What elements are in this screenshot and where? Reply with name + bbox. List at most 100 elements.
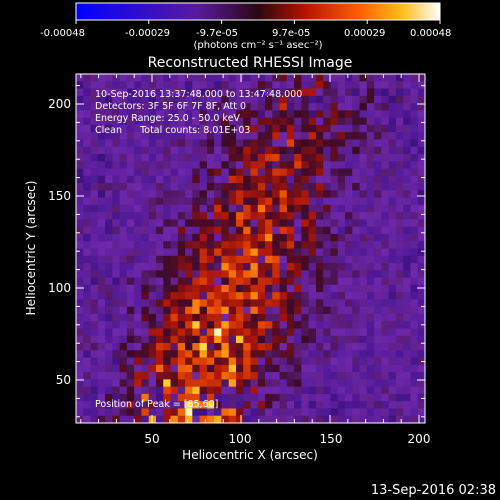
heatmap-cell bbox=[105, 110, 113, 119]
info-detectors: Detectors: 3F 5F 6F 7F 8F, Att 0 bbox=[95, 101, 246, 112]
heatmap-cell bbox=[148, 277, 157, 286]
heatmap-cell bbox=[286, 263, 295, 271]
heatmap-cell bbox=[221, 146, 230, 155]
heatmap-cell bbox=[395, 124, 404, 133]
heatmap-cell bbox=[403, 372, 411, 380]
heatmap-cell bbox=[134, 263, 142, 271]
heatmap-cell bbox=[308, 386, 317, 395]
heatmap-cell bbox=[148, 357, 157, 366]
heatmap-cell bbox=[265, 248, 273, 257]
heatmap-cell bbox=[105, 292, 113, 300]
heatmap-cell bbox=[163, 306, 171, 315]
heatmap-cell bbox=[403, 284, 411, 293]
heatmap-cell bbox=[170, 81, 179, 89]
heatmap-cell bbox=[279, 372, 288, 380]
heatmap-cell bbox=[323, 95, 331, 104]
heatmap-cell bbox=[381, 103, 390, 111]
heatmap-cell bbox=[381, 277, 390, 286]
heatmap-cell bbox=[148, 153, 157, 162]
heatmap-cell bbox=[141, 328, 150, 337]
heatmap-cell bbox=[323, 153, 331, 162]
heatmap-cell bbox=[308, 88, 317, 97]
heatmap-cell bbox=[345, 379, 353, 388]
heatmap-cell bbox=[83, 328, 91, 337]
heatmap-cell bbox=[105, 357, 113, 366]
heatmap-cell bbox=[410, 110, 419, 119]
heatmap-cell bbox=[155, 357, 164, 366]
heatmap-cell bbox=[286, 386, 295, 395]
heatmap-cell bbox=[185, 357, 193, 366]
heatmap-cell bbox=[395, 299, 404, 308]
heatmap-cell bbox=[235, 88, 244, 97]
heatmap-cell bbox=[155, 277, 164, 286]
heatmap-cell bbox=[359, 408, 368, 417]
heatmap-cell bbox=[243, 299, 251, 308]
heatmap-cell bbox=[199, 233, 208, 242]
heatmap-cell bbox=[206, 313, 215, 322]
heatmap-cell bbox=[395, 350, 404, 358]
heatmap-cell bbox=[214, 328, 222, 337]
heatmap-cell bbox=[265, 161, 273, 169]
heatmap-cell bbox=[76, 408, 84, 417]
heatmap-cell bbox=[257, 81, 266, 89]
heatmap-cell bbox=[148, 306, 157, 315]
heatmap-cell bbox=[119, 372, 128, 380]
heatmap-cell bbox=[235, 110, 244, 119]
heatmap-cell bbox=[126, 343, 135, 351]
heatmap-cell bbox=[352, 161, 360, 169]
heatmap-cell bbox=[403, 350, 411, 358]
heatmap-cell bbox=[126, 306, 135, 315]
heatmap-cell bbox=[105, 306, 113, 315]
heatmap-cell bbox=[294, 408, 302, 417]
heatmap-cell bbox=[359, 372, 368, 380]
heatmap-cell bbox=[243, 241, 251, 249]
heatmap-cell bbox=[374, 335, 382, 344]
heatmap-cell bbox=[185, 386, 193, 395]
heatmap-cell bbox=[265, 364, 273, 373]
heatmap-cell bbox=[272, 313, 280, 322]
heatmap-cell bbox=[417, 255, 425, 264]
heatmap-cell bbox=[76, 335, 84, 344]
heatmap-cell bbox=[112, 110, 121, 119]
heatmap-cell bbox=[235, 372, 244, 380]
heatmap-cell bbox=[228, 103, 237, 111]
heatmap-cell bbox=[286, 350, 295, 358]
heatmap-cell bbox=[337, 306, 346, 315]
heatmap-cell bbox=[279, 183, 288, 191]
heatmap-cell bbox=[279, 175, 288, 184]
heatmap-cell bbox=[105, 124, 113, 133]
heatmap-cell bbox=[148, 415, 157, 423]
heatmap-cell bbox=[148, 110, 157, 119]
heatmap-cell bbox=[105, 95, 113, 104]
heatmap-cell bbox=[177, 153, 186, 162]
heatmap-cell bbox=[163, 401, 171, 409]
heatmap-cell bbox=[126, 226, 135, 235]
heatmap-cell bbox=[374, 328, 382, 337]
heatmap-cell bbox=[381, 204, 390, 213]
heatmap-cell bbox=[199, 146, 208, 155]
heatmap-cell bbox=[381, 161, 390, 169]
heatmap-cell bbox=[76, 139, 84, 148]
heatmap-cell bbox=[374, 197, 382, 206]
heatmap-cell bbox=[83, 226, 91, 235]
heatmap-cell bbox=[90, 168, 99, 177]
heatmap-cell bbox=[214, 343, 222, 351]
heatmap-cell bbox=[323, 248, 331, 257]
heatmap-cell bbox=[359, 219, 368, 228]
heatmap-cell bbox=[395, 132, 404, 140]
heatmap-cell bbox=[352, 175, 360, 184]
heatmap-cell bbox=[352, 103, 360, 111]
heatmap-cell bbox=[272, 197, 280, 206]
heatmap-cell bbox=[301, 372, 310, 380]
heatmap-cell bbox=[315, 74, 324, 82]
heatmap-cell bbox=[228, 321, 237, 329]
heatmap-cell bbox=[192, 197, 200, 206]
heatmap-cell bbox=[105, 299, 113, 308]
heatmap-cell bbox=[155, 110, 164, 119]
heatmap-cell bbox=[308, 139, 317, 148]
heatmap-cell bbox=[221, 132, 230, 140]
heatmap-cell bbox=[141, 233, 150, 242]
heatmap-cell bbox=[192, 313, 200, 322]
heatmap-cell bbox=[417, 197, 425, 206]
heatmap-cell bbox=[141, 263, 150, 271]
